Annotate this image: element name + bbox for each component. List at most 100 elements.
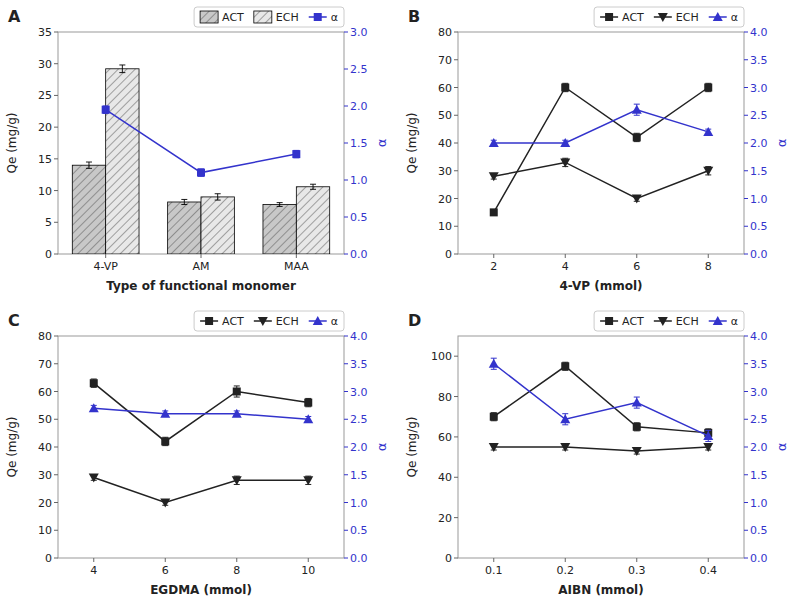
- y2-tick-label: 0.0: [750, 552, 768, 565]
- y-axis-label: Qe (mg/g): [405, 113, 419, 174]
- y-tick: [54, 190, 58, 191]
- y2-tick: [744, 419, 748, 420]
- y-tick-label: 80: [38, 330, 52, 343]
- marker: [489, 443, 499, 452]
- bar: [106, 69, 139, 254]
- error-cap: [181, 199, 187, 200]
- y2-tick: [744, 363, 748, 364]
- plot-area: [489, 83, 714, 216]
- y2-tick: [344, 180, 348, 181]
- legend-marker: [658, 13, 668, 22]
- plot-area: [489, 358, 714, 456]
- y2-tick: [744, 143, 748, 144]
- legend-marker: [713, 316, 723, 325]
- error-bar: [634, 423, 640, 431]
- error-cap: [234, 397, 240, 398]
- marker: [197, 169, 205, 177]
- marker: [232, 476, 242, 485]
- y-tick: [54, 336, 58, 337]
- panel: 01020304050607080Qe (mg/g)0.00.51.01.52.…: [5, 311, 389, 597]
- y-tick-label: 60: [438, 82, 452, 95]
- legend-label: ECH: [276, 11, 299, 24]
- error-bar: [310, 184, 316, 189]
- y2-tick: [344, 530, 348, 531]
- legend-item: α: [309, 11, 338, 24]
- plot-frame: [458, 32, 744, 254]
- legend-label: α: [331, 315, 338, 328]
- y-tick-label: 15: [38, 153, 52, 166]
- error-cap: [705, 441, 711, 442]
- series-line: [494, 364, 709, 436]
- marker: [560, 443, 570, 452]
- x-tick: [636, 254, 637, 258]
- x-tick-label: 8: [233, 564, 240, 577]
- y-tick-label: 70: [438, 54, 452, 67]
- panel: 020406080100Qe (mg/g)0.00.51.01.52.02.53…: [405, 311, 789, 597]
- y-tick: [454, 59, 458, 60]
- y2-tick-label: 2.0: [350, 441, 368, 454]
- error-bar: [562, 362, 568, 370]
- x-tick-label: 8: [705, 260, 712, 273]
- y2-tick: [744, 530, 748, 531]
- x-tick: [296, 254, 297, 258]
- y-tick-label: 80: [438, 391, 452, 404]
- legend-marker: [713, 12, 723, 21]
- y2-tick-label: 0.5: [350, 524, 368, 537]
- error-cap: [277, 202, 283, 203]
- bar: [72, 165, 105, 254]
- error-cap: [119, 72, 125, 73]
- y-tick-label: 20: [438, 512, 452, 525]
- error-bar: [119, 65, 125, 73]
- y2-tick: [744, 447, 748, 448]
- marker: [303, 476, 313, 485]
- y-tick-label: 40: [38, 441, 52, 454]
- x-tick: [308, 558, 309, 562]
- legend-marker: [658, 317, 668, 326]
- y2-tick-label: 1.0: [750, 193, 768, 206]
- marker: [703, 431, 713, 440]
- marker: [161, 437, 169, 445]
- y2-tick-label: 0.0: [350, 552, 368, 565]
- y-tick-label: 20: [38, 121, 52, 134]
- legend-item: ECH: [254, 11, 299, 24]
- x-tick-label: 2: [490, 260, 497, 273]
- y2-tick: [744, 170, 748, 171]
- marker: [490, 208, 498, 216]
- y2-tick-label: 0.5: [350, 211, 368, 224]
- plot-area: [89, 379, 314, 507]
- marker: [292, 150, 300, 158]
- y-tick-label: 100: [431, 350, 452, 363]
- y-tick-label: 35: [38, 26, 52, 39]
- x-tick: [708, 558, 709, 562]
- x-tick-label: 6: [633, 260, 640, 273]
- legend-label: α: [331, 11, 338, 24]
- plot-area: [72, 65, 329, 254]
- legend-label: ACT: [622, 11, 644, 24]
- x-axis-label: EGDMA (mmol): [150, 583, 252, 597]
- marker: [561, 84, 569, 92]
- series-line: [494, 447, 709, 451]
- y2-tick-label: 2.5: [750, 109, 768, 122]
- series-line: [106, 110, 297, 173]
- error-cap: [705, 430, 711, 431]
- y2-axis-label: α: [774, 443, 789, 452]
- y-tick: [54, 222, 58, 223]
- x-tick: [201, 254, 202, 258]
- y-tick: [54, 530, 58, 531]
- error-bar: [103, 106, 109, 113]
- y2-tick: [744, 87, 748, 88]
- bar: [168, 202, 201, 254]
- y-tick: [54, 447, 58, 448]
- x-tick: [165, 558, 166, 562]
- marker: [102, 106, 110, 114]
- plot-frame: [58, 336, 344, 558]
- x-tick: [565, 254, 566, 258]
- marker: [703, 127, 713, 136]
- error-stem: [184, 199, 185, 204]
- y-tick: [454, 32, 458, 33]
- y2-tick-label: 3.5: [750, 358, 768, 371]
- panel: 01020304050607080Qe (mg/g)0.00.51.01.52.…: [405, 7, 789, 293]
- plot-frame: [58, 32, 344, 254]
- x-tick: [93, 558, 94, 562]
- y2-tick-label: 3.5: [750, 54, 768, 67]
